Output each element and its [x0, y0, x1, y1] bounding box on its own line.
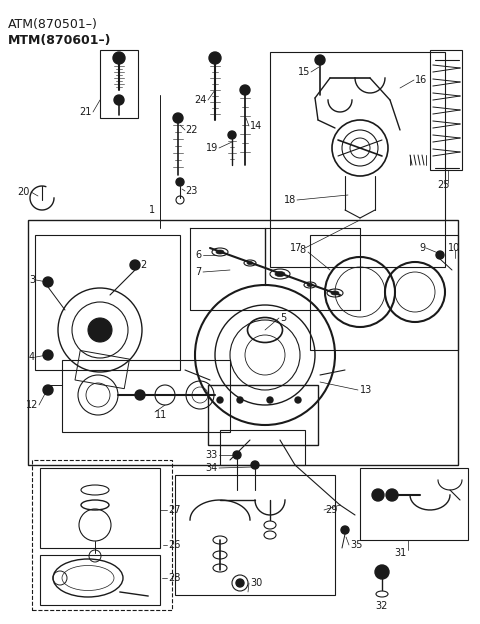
Text: 25: 25 [437, 180, 449, 190]
Circle shape [240, 85, 250, 95]
Ellipse shape [247, 261, 253, 265]
Text: 14: 14 [250, 121, 262, 131]
Text: 27: 27 [168, 505, 180, 515]
Bar [28, 220, 458, 465]
Circle shape [43, 350, 53, 360]
Bar [32, 460, 172, 610]
Text: 9: 9 [419, 243, 425, 253]
Bar [175, 475, 335, 595]
Circle shape [436, 251, 444, 259]
Ellipse shape [307, 283, 313, 286]
Text: 32: 32 [376, 601, 388, 611]
Text: ATM(870501–): ATM(870501–) [8, 18, 98, 31]
Bar [270, 52, 445, 267]
Bar [100, 50, 138, 118]
Circle shape [114, 95, 124, 105]
Text: 21: 21 [80, 107, 92, 117]
Text: 20: 20 [18, 187, 30, 197]
Bar [430, 50, 462, 170]
Text: 11: 11 [155, 410, 167, 420]
Bar [208, 385, 318, 445]
Ellipse shape [270, 269, 290, 279]
Text: 28: 28 [168, 573, 180, 583]
Text: 3: 3 [29, 275, 35, 285]
Circle shape [43, 385, 53, 395]
Text: 22: 22 [185, 125, 197, 135]
Circle shape [372, 489, 384, 501]
Circle shape [295, 397, 301, 403]
Text: 17: 17 [290, 243, 302, 253]
Bar [40, 468, 160, 548]
Text: 5: 5 [280, 313, 286, 323]
Circle shape [341, 526, 349, 534]
Ellipse shape [275, 271, 285, 276]
Circle shape [267, 397, 273, 403]
Bar [62, 360, 230, 432]
Circle shape [251, 461, 259, 469]
Bar [360, 468, 468, 540]
Text: 19: 19 [206, 143, 218, 153]
Text: 29: 29 [325, 505, 337, 515]
Bar [75, 351, 130, 389]
Circle shape [237, 397, 243, 403]
Text: 26: 26 [168, 540, 180, 550]
Text: 30: 30 [250, 578, 262, 588]
Text: 6: 6 [195, 250, 201, 260]
Ellipse shape [304, 282, 316, 288]
Text: 23: 23 [185, 186, 197, 196]
Circle shape [130, 260, 140, 270]
Circle shape [386, 489, 398, 501]
Circle shape [135, 390, 145, 400]
Circle shape [176, 178, 184, 186]
Circle shape [209, 52, 221, 64]
Circle shape [375, 565, 389, 579]
Circle shape [233, 451, 241, 459]
Bar [40, 555, 160, 605]
Circle shape [217, 397, 223, 403]
Bar [220, 430, 305, 465]
Circle shape [236, 579, 244, 587]
Text: MTM(870601–): MTM(870601–) [8, 34, 111, 47]
Ellipse shape [244, 260, 256, 266]
Ellipse shape [216, 250, 224, 254]
Text: 18: 18 [284, 195, 296, 205]
Text: 13: 13 [360, 385, 372, 395]
Circle shape [315, 55, 325, 65]
Text: 15: 15 [298, 67, 310, 77]
Text: 16: 16 [415, 75, 427, 85]
Text: 10: 10 [448, 243, 460, 253]
Text: 7: 7 [195, 267, 201, 277]
Text: 8: 8 [299, 245, 305, 255]
Bar [310, 235, 458, 350]
Ellipse shape [331, 291, 339, 295]
Circle shape [88, 318, 112, 342]
Text: 1: 1 [149, 205, 155, 215]
Text: 4: 4 [29, 352, 35, 362]
Text: 34: 34 [206, 463, 218, 473]
Text: 2: 2 [140, 260, 146, 270]
Circle shape [173, 113, 183, 123]
Circle shape [43, 277, 53, 287]
Bar [35, 235, 180, 370]
Text: 31: 31 [394, 548, 406, 558]
Text: 24: 24 [194, 95, 207, 105]
Text: 12: 12 [25, 400, 38, 410]
Ellipse shape [327, 289, 343, 297]
Circle shape [113, 52, 125, 64]
Text: 33: 33 [206, 450, 218, 460]
Circle shape [228, 131, 236, 139]
Ellipse shape [212, 248, 228, 256]
Text: 35: 35 [350, 540, 362, 550]
